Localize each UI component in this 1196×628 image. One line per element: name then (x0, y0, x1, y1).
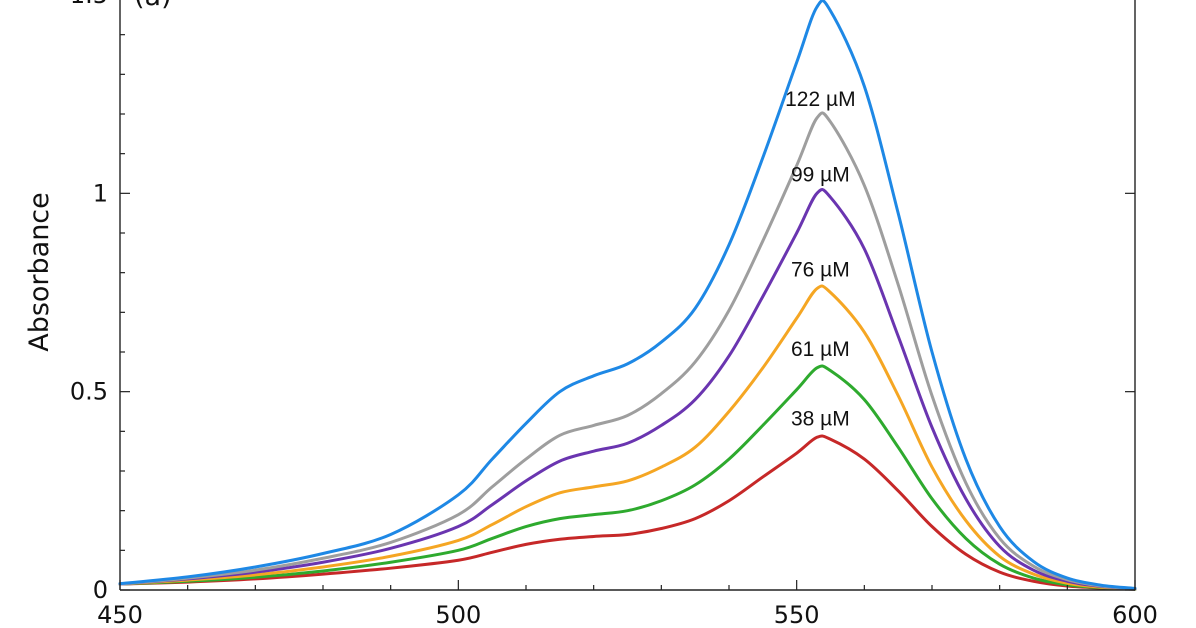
panel-label: (a) (134, 0, 172, 12)
y-axis-title: Absorbance (24, 192, 55, 352)
series-line (118, 434, 1137, 591)
series-label: 61 µM (791, 338, 850, 361)
x-tick-label: 450 (97, 601, 143, 628)
series-line (118, 188, 1137, 591)
spectra-curves (118, 0, 1137, 591)
series-line (118, 0, 1137, 590)
series-line (118, 364, 1137, 591)
x-tick-label: 600 (1112, 601, 1158, 628)
series-label: 122 µM (785, 88, 855, 111)
y-tick-label: 1.5 (70, 0, 108, 9)
y-tick-label: 1 (93, 179, 108, 207)
series-line (118, 284, 1137, 591)
y-tick-label: 0.5 (70, 378, 108, 406)
x-tick-label: 500 (435, 601, 481, 628)
series-label: 38 µM (791, 407, 850, 430)
series-labels: 38 µM 61 µM 76 µM 99 µM 122 µM (785, 88, 855, 430)
series-label: 76 µM (791, 259, 850, 282)
series-line (118, 111, 1137, 591)
y-tick-label: 0 (93, 576, 108, 604)
axes: 450 500 550 600 0 0.5 1 1.5 (70, 0, 1158, 628)
series-label: 99 µM (791, 163, 850, 186)
x-tick-label: 550 (774, 601, 820, 628)
